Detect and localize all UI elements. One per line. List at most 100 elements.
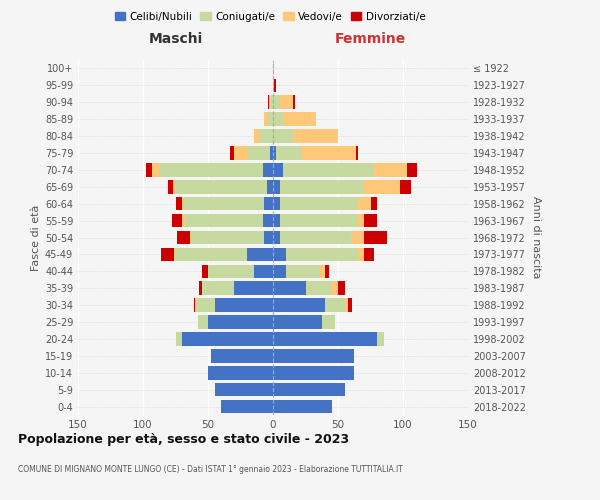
Text: Femmine: Femmine (335, 32, 406, 46)
Bar (195, 298, 215, 312)
Bar (273, 383, 344, 396)
Bar (273, 130, 293, 143)
Text: Maschi: Maschi (148, 32, 203, 46)
Bar (263, 163, 273, 176)
Bar (194, 298, 195, 312)
Bar (271, 96, 273, 109)
Bar (176, 332, 182, 345)
Bar (273, 197, 280, 210)
Bar (364, 230, 388, 244)
Bar (269, 96, 271, 109)
Bar (351, 230, 364, 244)
Bar (280, 230, 351, 244)
Bar (364, 248, 374, 261)
Bar (273, 112, 283, 126)
Bar (247, 248, 273, 261)
Bar (325, 264, 329, 278)
Bar (293, 96, 295, 109)
Bar (161, 248, 174, 261)
Bar (273, 264, 286, 278)
Bar (254, 264, 273, 278)
Bar (168, 180, 173, 194)
Bar (211, 349, 273, 362)
Bar (202, 282, 234, 295)
Bar (264, 197, 273, 210)
Bar (331, 282, 338, 295)
Bar (247, 146, 271, 160)
Bar (215, 298, 273, 312)
Bar (176, 197, 182, 210)
Bar (273, 146, 275, 160)
Bar (374, 163, 407, 176)
Bar (349, 298, 352, 312)
Bar (273, 332, 377, 345)
Bar (286, 248, 358, 261)
Bar (358, 214, 364, 228)
Bar (275, 146, 302, 160)
Bar (146, 163, 152, 176)
Bar (183, 197, 264, 210)
Bar (344, 298, 349, 312)
Bar (182, 214, 185, 228)
Bar (302, 146, 356, 160)
Bar (182, 332, 273, 345)
Legend: Celibi/Nubili, Coniugati/e, Vedovi/e, Divorziati/e: Celibi/Nubili, Coniugati/e, Vedovi/e, Di… (110, 8, 430, 26)
Bar (286, 264, 319, 278)
Bar (371, 197, 377, 210)
Bar (234, 146, 247, 160)
Bar (322, 316, 335, 329)
Bar (271, 146, 273, 160)
Bar (280, 96, 293, 109)
Bar (260, 130, 273, 143)
Bar (197, 316, 208, 329)
Bar (364, 180, 400, 194)
Bar (273, 180, 280, 194)
Bar (176, 180, 266, 194)
Bar (280, 197, 358, 210)
Bar (190, 230, 193, 244)
Bar (319, 264, 325, 278)
Bar (273, 214, 280, 228)
Bar (202, 264, 208, 278)
Bar (264, 112, 266, 126)
Bar (208, 264, 254, 278)
Bar (273, 248, 286, 261)
Bar (266, 112, 273, 126)
Bar (176, 248, 247, 261)
Bar (280, 214, 358, 228)
Bar (193, 230, 264, 244)
Bar (325, 298, 344, 312)
Bar (280, 180, 364, 194)
Bar (358, 197, 371, 210)
Bar (273, 163, 283, 176)
Bar (338, 282, 344, 295)
Bar (305, 282, 331, 295)
Bar (407, 163, 418, 176)
Text: Popolazione per età, sesso e stato civile - 2023: Popolazione per età, sesso e stato civil… (18, 432, 349, 446)
Bar (273, 96, 280, 109)
Bar (273, 282, 305, 295)
Y-axis label: Fasce di età: Fasce di età (31, 204, 41, 270)
Bar (356, 146, 358, 160)
Bar (273, 62, 274, 75)
Bar (266, 180, 273, 194)
Bar (283, 163, 374, 176)
Bar (185, 214, 263, 228)
Bar (263, 214, 273, 228)
Y-axis label: Anni di nascita: Anni di nascita (532, 196, 541, 279)
Bar (273, 366, 353, 380)
Bar (268, 96, 269, 109)
Text: COMUNE DI MIGNANO MONTE LUNGO (CE) - Dati ISTAT 1° gennaio 2023 - Elaborazione T: COMUNE DI MIGNANO MONTE LUNGO (CE) - Dat… (18, 466, 403, 474)
Bar (400, 180, 411, 194)
Bar (273, 298, 325, 312)
Bar (234, 282, 273, 295)
Bar (273, 400, 331, 413)
Bar (273, 230, 280, 244)
Bar (377, 332, 383, 345)
Bar (199, 282, 202, 295)
Bar (182, 197, 184, 210)
Bar (264, 230, 273, 244)
Bar (208, 316, 273, 329)
Bar (364, 214, 377, 228)
Bar (173, 180, 176, 194)
